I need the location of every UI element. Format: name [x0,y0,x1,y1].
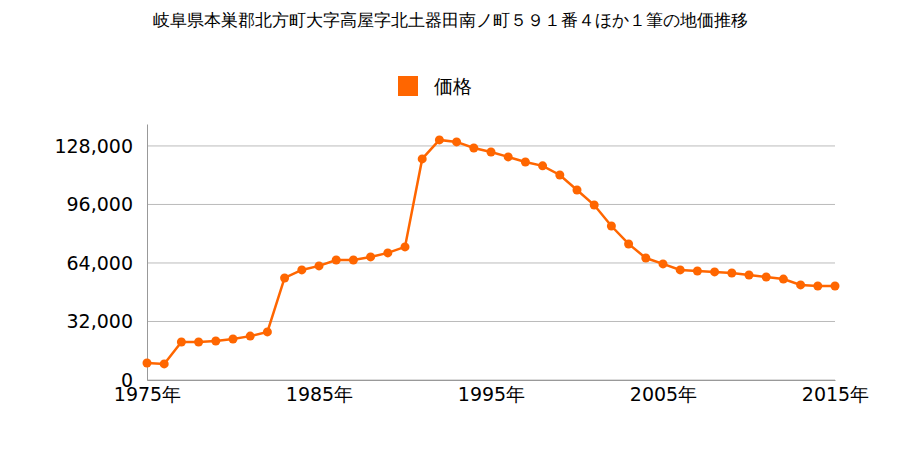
legend: 価格 [398,75,472,97]
point [521,158,530,167]
marks [143,135,840,368]
point [573,186,582,195]
x-tick: 1985年 [286,380,353,405]
grid [147,146,835,380]
point [710,267,719,276]
legend-label: 価格 [434,75,472,97]
point [624,239,633,248]
point [504,152,513,161]
point [469,143,478,152]
x-tick: 1995年 [458,380,525,405]
point [487,147,496,156]
point [194,337,203,346]
x-tick-label: 1995年 [458,383,525,405]
grid-line [147,380,835,381]
point [452,137,461,146]
y-axis: 032,00064,00096,000128,000 [54,125,147,391]
y-tick-label: 128,000 [54,135,133,157]
point [831,282,840,291]
point [401,242,410,251]
grid-line [147,262,835,263]
x-tick-label: 1975年 [114,383,181,405]
point [641,254,650,263]
x-tick-label: 1985年 [286,383,353,405]
point [280,273,289,282]
y-axis-line [147,125,148,381]
y-tick-label: 96,000 [67,193,133,215]
point [246,332,255,341]
x-axis: 1975年 1985年 1995年 2005年 2015年 [114,380,869,405]
y-tick-label: 32,000 [67,310,133,332]
x-tick-label: 2015年 [802,383,869,405]
y-tick: 64,000 [67,252,147,274]
point [762,273,771,282]
point [435,135,444,144]
point [779,275,788,284]
point [177,337,186,346]
point [332,256,341,265]
x-tick: 2015年 [802,380,869,405]
x-tick-label: 2005年 [630,383,697,405]
point [796,280,805,289]
chart: 岐阜県本巣郡北方町大字高屋字北土器田南ノ町５９１番４ほか１筆の地価推移032,0… [0,0,900,450]
y-tick-label: 64,000 [67,252,133,274]
point [263,327,272,336]
x-axis-line [148,380,836,381]
point [418,154,427,163]
grid-line [147,204,835,205]
grid-line [147,321,835,322]
point [745,271,754,280]
point [590,201,599,210]
point [349,256,358,265]
point [383,248,392,257]
point [538,161,547,170]
title: 岐阜県本巣郡北方町大字高屋字北土器田南ノ町５９１番４ほか１筆の地価推移 [153,10,748,30]
x-tick: 2005年 [630,380,697,405]
legend-swatch [398,76,418,96]
point [229,335,238,344]
point [727,269,736,278]
plot: 032,00064,00096,000128,0001975年1985年1995… [54,125,869,406]
point [659,259,668,268]
point [607,222,616,231]
point [211,337,220,346]
point [366,252,375,261]
point [297,265,306,274]
point [160,359,169,368]
point [315,261,324,270]
point [693,267,702,276]
point [676,265,685,274]
series-line [147,140,835,364]
y-tick: 96,000 [67,193,147,215]
point [143,358,152,367]
y-tick: 128,000 [54,135,147,157]
point [813,282,822,291]
y-tick: 32,000 [67,310,147,332]
point [555,171,564,180]
x-tick: 1975年 [114,380,181,405]
grid-line [147,145,835,146]
